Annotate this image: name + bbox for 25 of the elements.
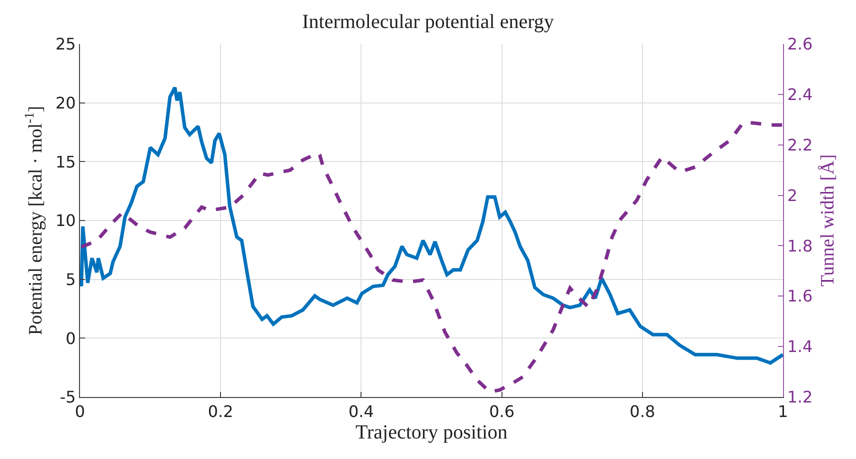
y2-tick-label: 1.2	[787, 388, 813, 407]
y2-tick-label: 2.2	[787, 135, 813, 154]
y-tick-label: 25	[55, 34, 76, 54]
y-tick-label: -5	[60, 388, 76, 407]
y2-tick-label: 1.6	[787, 286, 813, 306]
y2-axis-title: Tunnel width [Å]	[817, 154, 838, 287]
y2-tick-label: 1.8	[787, 236, 813, 256]
chart-title: Intermolecular potential energy	[302, 10, 554, 33]
line-series	[80, 121, 783, 394]
x-tick-label: 1	[778, 402, 788, 422]
y2-tick-label: 1.4	[787, 337, 813, 356]
y-tick-label: 20	[55, 93, 76, 112]
y-tick-label: 10	[55, 211, 76, 230]
y-tick-label: 0	[66, 328, 76, 348]
y2-tick-label: 2.4	[787, 85, 813, 104]
y-tick-label: 5	[66, 270, 76, 289]
line-series	[80, 86, 783, 365]
x-axis-title: Trajectory position	[355, 422, 508, 444]
y2-tick-label: 2.6	[787, 34, 813, 54]
x-tick-label: 0.4	[348, 402, 374, 422]
x-tick-label: 0.6	[489, 402, 515, 422]
y-tick-label: 15	[55, 152, 76, 172]
x-tick-label: 0.8	[630, 402, 656, 422]
y2-tick-label: 2	[787, 186, 798, 205]
x-tick-label: 0.2	[208, 402, 234, 422]
